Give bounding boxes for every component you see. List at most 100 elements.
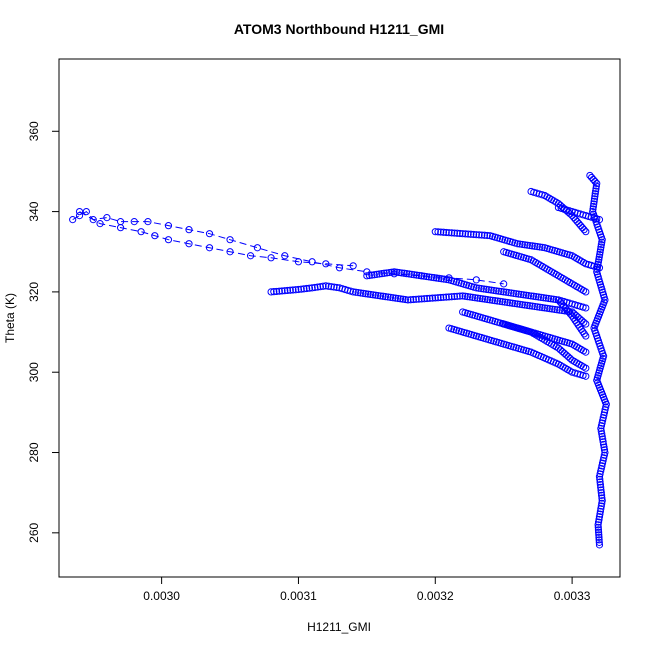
data-point bbox=[582, 332, 590, 340]
data-point bbox=[440, 275, 448, 283]
data-point bbox=[478, 295, 487, 303]
data-point bbox=[89, 216, 97, 224]
data-point bbox=[598, 459, 607, 467]
data-point bbox=[541, 304, 549, 312]
data-point bbox=[597, 243, 605, 251]
data-point bbox=[376, 292, 385, 300]
data-point bbox=[253, 244, 262, 252]
data-point bbox=[595, 538, 603, 546]
data-point bbox=[598, 236, 606, 244]
data-point bbox=[580, 318, 588, 326]
data-point bbox=[526, 241, 534, 250]
data-point bbox=[523, 301, 531, 310]
data-point bbox=[502, 288, 510, 296]
data-point bbox=[501, 298, 509, 306]
data-point bbox=[466, 293, 474, 301]
data-point bbox=[599, 456, 607, 465]
data-point bbox=[600, 446, 609, 454]
data-point bbox=[528, 302, 536, 310]
data-point bbox=[497, 287, 505, 296]
data-point bbox=[448, 229, 456, 237]
data-point bbox=[500, 280, 508, 288]
data-point bbox=[537, 293, 545, 301]
data-point bbox=[300, 285, 308, 293]
data-point bbox=[597, 483, 605, 491]
data-point bbox=[488, 296, 497, 304]
data-point bbox=[594, 526, 603, 534]
data-point bbox=[412, 295, 420, 303]
data-point bbox=[116, 224, 125, 232]
data-point bbox=[398, 269, 406, 277]
data-point bbox=[590, 195, 599, 203]
data-point bbox=[521, 301, 529, 309]
data-point bbox=[528, 242, 536, 250]
data-point bbox=[434, 228, 442, 236]
data-point bbox=[371, 291, 380, 299]
data-point bbox=[505, 289, 513, 297]
data-point bbox=[303, 284, 311, 293]
series-segment bbox=[500, 320, 590, 372]
data-point bbox=[450, 229, 459, 237]
data-point bbox=[595, 473, 604, 481]
data-point bbox=[370, 271, 378, 279]
data-point bbox=[439, 293, 448, 301]
data-point bbox=[246, 252, 255, 260]
data-point bbox=[519, 291, 528, 299]
series-segment bbox=[363, 268, 590, 312]
data-point bbox=[516, 240, 524, 248]
data-point bbox=[601, 406, 609, 414]
x-axis: 0.0030 0.0031 0.0032 0.0033 bbox=[143, 576, 591, 603]
data-point bbox=[582, 364, 590, 372]
data-point bbox=[595, 541, 604, 549]
y-tick-label: 360 bbox=[27, 121, 41, 141]
data-point bbox=[286, 286, 294, 294]
data-point bbox=[359, 289, 367, 297]
x-axis-label: H1211_GMI bbox=[307, 620, 371, 634]
data-point bbox=[130, 218, 138, 226]
data-point bbox=[598, 430, 606, 438]
data-point bbox=[352, 288, 360, 296]
data-point bbox=[487, 286, 495, 294]
data-point bbox=[322, 260, 330, 268]
data-point bbox=[597, 424, 605, 433]
data-point bbox=[482, 285, 490, 293]
y-tick-label: 300 bbox=[27, 362, 41, 382]
data-point bbox=[536, 243, 544, 251]
data-point bbox=[422, 272, 431, 281]
data-point bbox=[566, 210, 574, 218]
data-point bbox=[597, 422, 606, 430]
data-point bbox=[600, 411, 608, 419]
data-point bbox=[597, 505, 605, 513]
data-point bbox=[294, 258, 303, 266]
data-point bbox=[185, 240, 193, 248]
data-point bbox=[427, 273, 436, 281]
data-point bbox=[420, 272, 428, 280]
data-point bbox=[380, 269, 388, 277]
data-point bbox=[483, 231, 491, 240]
data-point bbox=[281, 287, 289, 295]
data-point bbox=[513, 240, 521, 248]
data-point bbox=[518, 240, 526, 249]
data-point bbox=[289, 286, 297, 294]
data-point bbox=[508, 299, 517, 307]
data-point bbox=[599, 414, 607, 422]
data-point bbox=[394, 294, 402, 303]
y-tick-label: 280 bbox=[27, 442, 41, 462]
data-point bbox=[442, 275, 451, 284]
data-point bbox=[459, 230, 467, 238]
data-point bbox=[598, 419, 606, 427]
data-point bbox=[590, 197, 598, 205]
data-point bbox=[596, 510, 604, 518]
data-point bbox=[591, 192, 599, 200]
data-point bbox=[396, 295, 405, 303]
data-point bbox=[417, 272, 426, 280]
data-point bbox=[437, 275, 446, 283]
data-point bbox=[496, 297, 504, 305]
data-point bbox=[593, 263, 602, 271]
data-point bbox=[597, 489, 605, 497]
data-point bbox=[595, 253, 603, 261]
data-point bbox=[549, 295, 558, 303]
data-point bbox=[374, 291, 382, 300]
data-point bbox=[386, 293, 395, 301]
